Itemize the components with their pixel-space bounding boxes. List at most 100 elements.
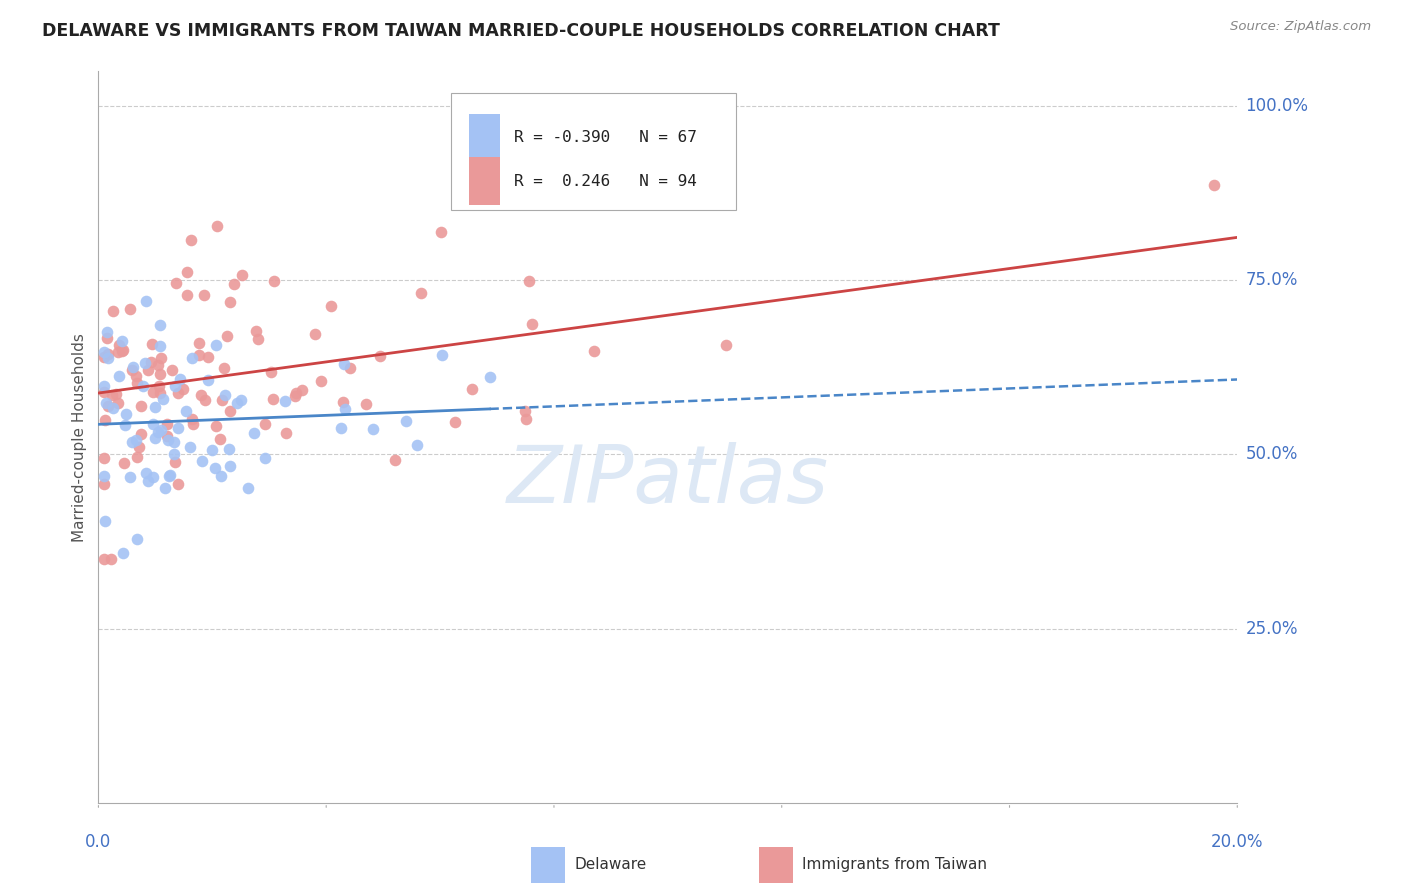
Point (333, 402, 356, 417)
Point (125, 376, 148, 391)
Text: 50.0%: 50.0% (1246, 445, 1298, 464)
Point (205, 419, 228, 434)
Point (582, 344, 605, 359)
Bar (468, 114, 501, 161)
Point (274, 425, 297, 440)
Point (149, 318, 172, 332)
Point (143, 400, 166, 414)
Point (163, 378, 186, 392)
Text: 20.0%: 20.0% (1211, 833, 1264, 851)
Point (247, 332, 270, 346)
Point (96, 325, 118, 339)
Point (332, 395, 354, 409)
Point (384, 452, 406, 467)
Point (156, 433, 179, 447)
Point (212, 361, 235, 376)
Point (262, 392, 284, 406)
Point (193, 288, 215, 302)
Point (219, 404, 242, 418)
Y-axis label: Married-couple Households: Married-couple Households (72, 333, 87, 541)
Point (93, 378, 115, 392)
Point (214, 388, 236, 402)
Point (148, 379, 170, 393)
Point (129, 399, 152, 413)
Point (156, 417, 179, 431)
Point (100, 552, 122, 566)
Point (94, 412, 117, 426)
Point (219, 458, 242, 473)
Point (150, 423, 173, 437)
Point (118, 301, 141, 316)
Point (430, 348, 453, 362)
Point (93, 350, 115, 364)
Point (93, 385, 115, 400)
Point (714, 338, 737, 352)
Point (304, 326, 326, 341)
Point (179, 440, 201, 454)
Point (188, 348, 211, 362)
FancyBboxPatch shape (451, 94, 737, 211)
Point (330, 421, 353, 435)
Point (197, 373, 219, 387)
Point (169, 371, 191, 385)
Point (339, 361, 361, 376)
Text: 75.0%: 75.0% (1246, 271, 1298, 289)
Point (111, 343, 134, 358)
Point (93, 344, 115, 359)
Point (145, 431, 167, 445)
Point (149, 386, 172, 401)
Point (125, 433, 148, 447)
Point (159, 467, 181, 482)
Point (209, 468, 232, 483)
Point (107, 396, 129, 410)
Point (159, 469, 181, 483)
Point (222, 277, 245, 291)
Point (132, 379, 155, 393)
Point (152, 392, 174, 407)
Point (142, 417, 165, 431)
Text: 100.0%: 100.0% (1246, 97, 1309, 115)
Point (153, 481, 176, 495)
Point (101, 388, 124, 402)
Text: Immigrants from Taiwan: Immigrants from Taiwan (803, 857, 987, 872)
Point (107, 338, 129, 352)
Point (217, 328, 239, 343)
Point (115, 407, 138, 421)
Point (93, 451, 115, 466)
Text: ZIPatlas: ZIPatlas (506, 442, 830, 520)
Point (96, 331, 118, 345)
Point (156, 429, 179, 443)
Point (149, 351, 172, 365)
Point (167, 477, 190, 491)
Point (254, 417, 277, 431)
Point (121, 435, 143, 450)
Point (443, 415, 465, 429)
Point (395, 414, 418, 428)
Point (204, 461, 226, 475)
Point (97, 351, 120, 366)
Point (176, 265, 198, 279)
Point (226, 396, 249, 410)
Point (136, 363, 159, 377)
Point (319, 299, 342, 313)
Point (101, 304, 124, 318)
Point (163, 447, 186, 461)
Point (406, 438, 429, 452)
Point (129, 427, 152, 442)
Point (461, 382, 484, 396)
Text: Source: ZipAtlas.com: Source: ZipAtlas.com (1230, 20, 1371, 33)
Point (361, 422, 384, 436)
Point (165, 276, 187, 290)
Point (187, 336, 209, 351)
Point (107, 344, 129, 359)
Point (122, 360, 145, 375)
Point (197, 350, 219, 364)
Point (284, 386, 307, 401)
Bar (759, 847, 793, 883)
Point (166, 386, 188, 401)
Point (163, 435, 186, 450)
Point (309, 374, 332, 388)
Point (231, 268, 253, 282)
Point (174, 404, 197, 418)
Point (139, 355, 162, 369)
